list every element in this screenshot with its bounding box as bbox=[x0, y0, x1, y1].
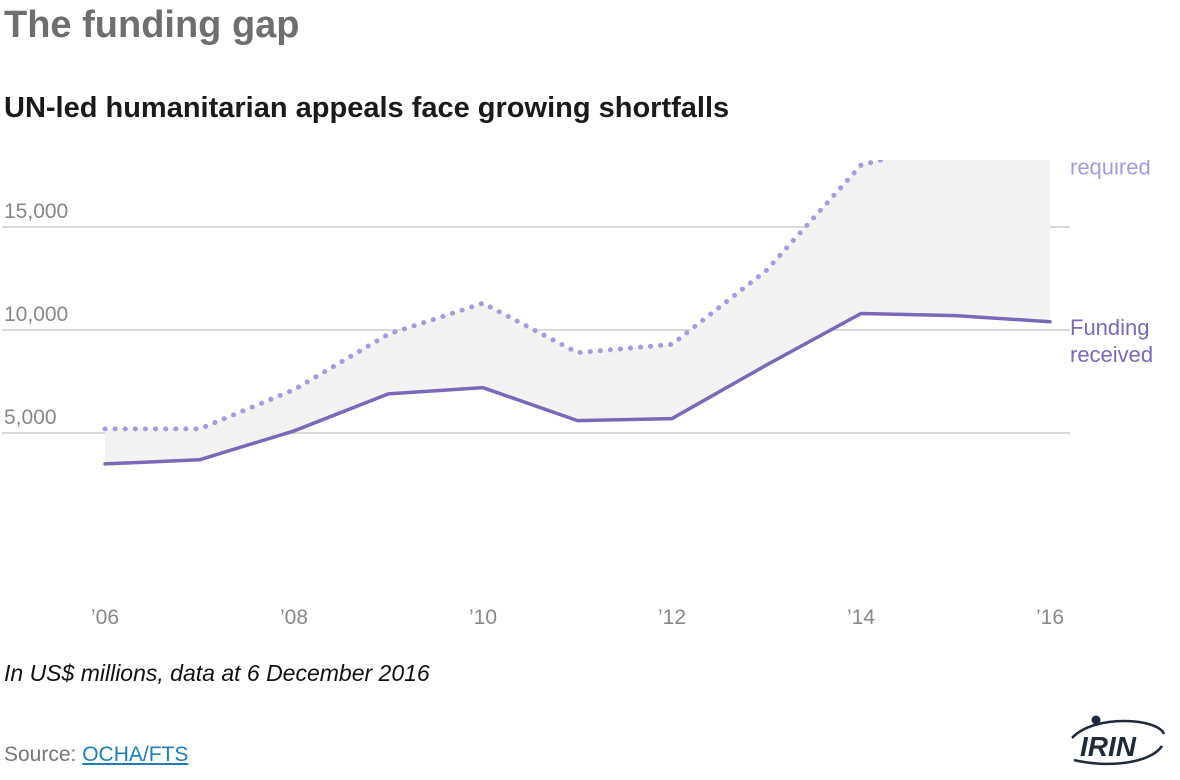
series-line-funding-received bbox=[103, 311, 1052, 466]
x-tick-label: ’10 bbox=[469, 606, 497, 629]
y-tick-label: 5,000 bbox=[4, 406, 57, 429]
x-tick-label: ’14 bbox=[847, 606, 875, 629]
source-link[interactable]: OCHA/FTS bbox=[82, 743, 189, 766]
x-tick-label: ’08 bbox=[280, 606, 308, 629]
logo-swoosh-bottom bbox=[1073, 745, 1164, 766]
series-label-funding-received: received bbox=[1070, 342, 1153, 367]
source-prefix: Source: bbox=[4, 743, 83, 766]
funding-gap-chart: 5,00010,00015,000FundingrequiredFundingr… bbox=[2, 160, 1153, 629]
x-tick-label: ’12 bbox=[658, 606, 686, 629]
chart-subtitle: UN-led humanitarian appeals face growing… bbox=[4, 92, 730, 124]
series-line-funding-required bbox=[102, 160, 891, 432]
logo-dot bbox=[1091, 715, 1101, 725]
y-tick-label: 15,000 bbox=[4, 200, 68, 223]
y-tick-label: 10,000 bbox=[4, 303, 68, 326]
x-tick-label: ’06 bbox=[91, 606, 119, 629]
logo-text: IRIN bbox=[1080, 731, 1137, 762]
x-tick-label: ’16 bbox=[1036, 606, 1064, 629]
source-line: Source: OCHA/FTS bbox=[4, 743, 188, 767]
logo-swoosh-top bbox=[1071, 719, 1166, 739]
chart-title: The funding gap bbox=[4, 4, 300, 46]
chart-note: In US$ millions, data at 6 December 2016 bbox=[4, 660, 430, 686]
funding-gap-area bbox=[105, 160, 1050, 464]
series-label-funding-required: required bbox=[1070, 160, 1151, 179]
irin-logo: IRIN bbox=[1071, 715, 1166, 766]
series-label-funding-received: Funding bbox=[1070, 315, 1150, 340]
